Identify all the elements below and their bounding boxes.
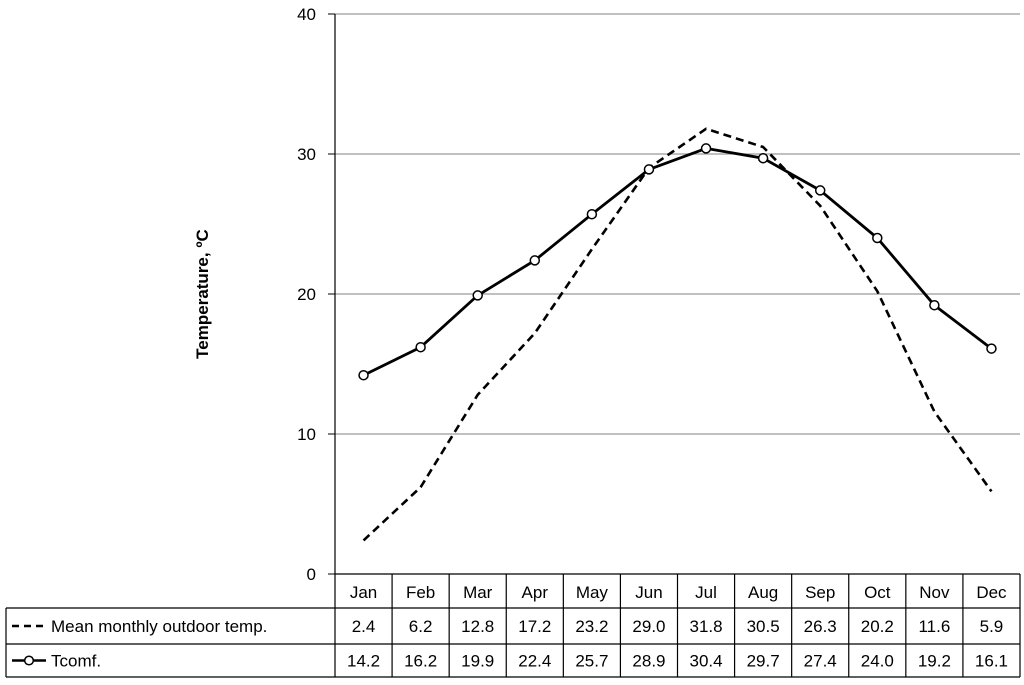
data-table-value: 2.4 [352,617,376,636]
x-category-label: Apr [522,583,549,602]
data-table-value: 17.2 [518,617,551,636]
legend-key-marker [23,655,35,666]
x-category-label: May [576,583,609,602]
data-point [472,290,483,301]
data-table-value: 29.7 [747,652,780,671]
data-point [643,164,655,175]
data-point [586,208,598,220]
y-tick-label: 30 [297,145,316,164]
y-tick-label: 20 [297,285,316,304]
data-point [929,299,940,311]
x-category-label: Mar [463,583,493,602]
data-table-value: 19.9 [461,652,494,671]
data-table-value: 6.2 [409,617,433,636]
x-category-label: Jan [350,583,377,602]
x-category-label: Feb [406,583,435,602]
y-tick-label: 0 [307,565,316,584]
x-category-label: Jul [695,583,717,602]
data-table-value: 20.2 [861,617,894,636]
data-table-value: 30.4 [689,652,722,671]
data-point [358,369,369,381]
x-category-label: Aug [748,583,778,602]
data-table-value: 12.8 [461,617,494,636]
gridlines [335,13,1020,435]
data-table-value: 24.0 [861,652,894,671]
data-point [814,185,826,196]
y-axis-label: Temperature, ºC [193,229,212,359]
y-tick-label: 10 [297,425,316,444]
data-point [415,341,426,353]
data-table-value: 28.9 [632,652,665,671]
series-line [362,146,993,377]
data-point [872,232,883,244]
series-line [362,127,993,542]
data-table-value: 30.5 [747,617,780,636]
data-table-value: 27.4 [804,652,837,671]
legend-entry: Mean monthly outdoor temp. [51,617,267,636]
data-table-value: 5.9 [980,617,1004,636]
data-table-value: 25.7 [575,652,608,671]
data-table-value: 11.6 [918,617,950,636]
x-category-label: Sep [805,583,835,602]
data-point [700,143,712,154]
data-table-value: 19.2 [918,652,951,671]
data-table-value: 23.2 [575,617,608,636]
series [358,127,997,542]
x-category-label: Dec [976,583,1007,602]
data-table-value: 14.2 [347,652,380,671]
data-table-value: 16.2 [404,652,437,671]
x-category-label: Nov [919,583,950,602]
data-table-value: 26.3 [804,617,837,636]
data-point [986,343,997,354]
data-table-value: 16.1 [975,652,1008,671]
axes: 0 10 20 30 40 [297,5,336,584]
x-category-label: Oct [864,583,891,602]
data-point [529,255,541,266]
data-table: Jan Feb Mar Apr May Jun Jul Aug Sep Oct Nov Dec Mean… [5,573,1021,678]
x-category-label: Jun [635,583,662,602]
data-point [757,152,769,164]
data-table-value: 29.0 [632,617,665,636]
y-tick-label: 40 [297,5,316,24]
legend-entry: Tcomf. [51,652,101,671]
data-table-value: 31.8 [689,617,722,636]
data-table-value: 22.4 [518,652,551,671]
